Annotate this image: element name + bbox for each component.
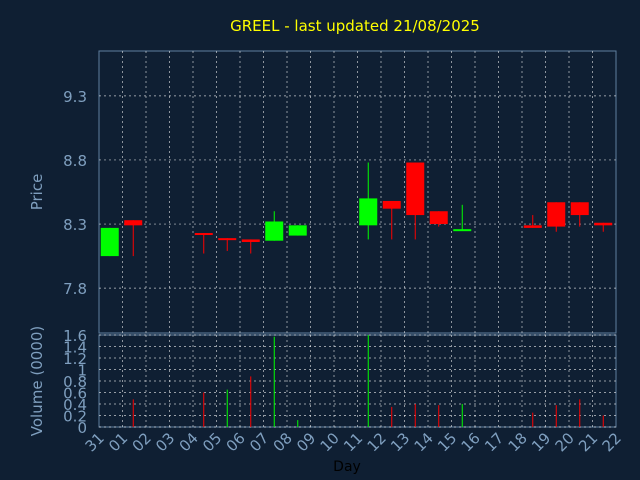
volume-tick-label: 0.2 xyxy=(63,408,87,426)
candle-body xyxy=(594,222,613,226)
candle xyxy=(406,162,425,240)
candle xyxy=(359,162,378,240)
candle xyxy=(594,222,613,232)
volume-tick-label: 0.4 xyxy=(63,396,87,414)
candle-body xyxy=(288,225,307,236)
candle xyxy=(124,220,143,257)
candle-body xyxy=(547,202,566,227)
candle xyxy=(241,239,260,254)
candle-body xyxy=(265,221,284,241)
candle xyxy=(429,211,448,227)
candle xyxy=(218,238,237,251)
candle-body xyxy=(124,220,143,226)
candle xyxy=(570,202,589,227)
price-tick-label: 8.8 xyxy=(63,152,87,170)
volume-grid xyxy=(99,334,616,428)
candle-body xyxy=(453,229,472,232)
candle-body xyxy=(406,162,425,216)
candle xyxy=(523,215,542,228)
candle-body xyxy=(429,211,448,225)
candle-body xyxy=(523,225,542,228)
volume-tick-label: 1.6 xyxy=(63,327,87,345)
volume-axis-label: Volume (0000) xyxy=(28,326,46,436)
price-axis-label: Price xyxy=(28,174,46,211)
price-tick-label: 9.3 xyxy=(63,88,87,106)
candle-body xyxy=(570,202,589,216)
candle-body xyxy=(100,227,119,257)
price-tick-label: 7.8 xyxy=(63,280,87,298)
volume-tick-label: 1.4 xyxy=(63,339,87,357)
candle-body xyxy=(382,200,401,209)
candle-body xyxy=(194,233,213,236)
price-y-ticks: 7.8 8.3 8.8 9.3 xyxy=(63,88,87,298)
volume-y-ticks: 00.20.40.60.811.21.41.6 xyxy=(63,327,87,437)
candle xyxy=(453,204,472,232)
chart-title: GREEL - last updated 21/08/2025 xyxy=(230,17,480,35)
volume-tick-label: 0.6 xyxy=(63,385,87,403)
day-axis-label: Day xyxy=(333,459,361,475)
candle xyxy=(100,227,119,257)
candle xyxy=(288,225,307,236)
candle xyxy=(382,200,401,240)
volume-tick-label: 0.8 xyxy=(63,373,87,391)
candle xyxy=(194,233,213,254)
price-tick-label: 8.3 xyxy=(63,216,87,234)
volume-tick-label: 1.2 xyxy=(63,350,87,368)
price-grid xyxy=(99,51,616,333)
volume-tick-label: 0 xyxy=(77,419,87,437)
volume-tick-label: 1 xyxy=(77,362,87,380)
volume-bars xyxy=(132,335,604,427)
day-x-ticks: 3101020304050607080910111213141516171819… xyxy=(82,429,625,455)
candle-body xyxy=(218,238,237,241)
candle-body xyxy=(359,198,378,226)
candlesticks xyxy=(100,162,613,257)
candle xyxy=(547,202,566,232)
candle-body xyxy=(241,239,260,242)
candle xyxy=(265,211,284,241)
price-panel: 7.8 8.3 8.8 9.3 Price xyxy=(28,50,617,334)
